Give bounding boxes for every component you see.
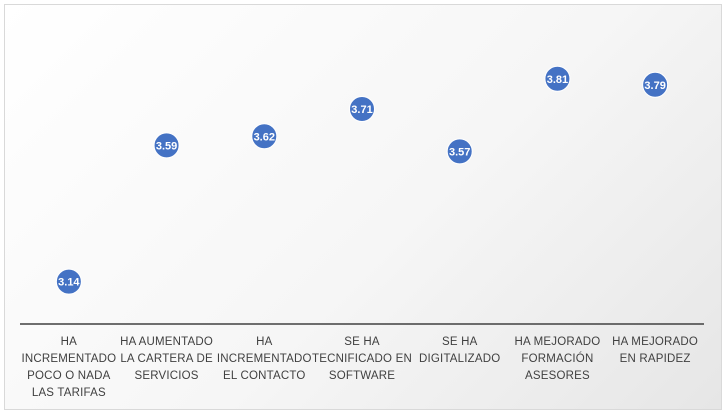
category-tick-label: HA AUMENTADO LA CARTERA DE SERVICIOS	[120, 336, 213, 382]
category-tick-label-line: HA MEJORADO	[612, 336, 698, 348]
data-point-marker	[446, 138, 473, 165]
data-point: 3.62	[251, 123, 278, 150]
data-point: 3.81	[544, 65, 571, 92]
category-tick-label-line: HA	[61, 336, 78, 348]
category-tick-label: HA MEJORADO EN RAPIDEZ	[612, 336, 698, 365]
data-label: 3.14	[58, 277, 80, 289]
data-label: 3.71	[351, 104, 372, 116]
category-tick-label-line: FORMACIÓN	[521, 352, 593, 365]
data-label: 3.79	[644, 80, 665, 92]
category-tick-label: SE HA TECNIFICADO EN SOFTWARE	[312, 336, 412, 382]
category-tick-label-line: DIGITALIZADO	[419, 353, 500, 365]
category-tick-label-line: LA CARTERA DE	[120, 353, 213, 365]
data-point: 3.57	[446, 138, 473, 165]
category-tick-label-line: SE HA	[442, 336, 478, 348]
data-point: 3.71	[349, 96, 375, 123]
data-label: 3.62	[254, 131, 275, 143]
data-label: 3.57	[449, 146, 470, 158]
data-point: 3.59	[153, 132, 180, 159]
data-point-marker	[55, 268, 82, 295]
category-tick-label-line: HA AUMENTADO	[120, 336, 213, 348]
category-tick-label-line: LAS TARIFAS	[32, 387, 106, 399]
data-point-marker	[544, 65, 571, 92]
category-tick-label-line: INCREMENTADO	[217, 353, 312, 365]
category-tick-label: HA INCREMENTADO POCO O NADA LAS TARIFAS	[21, 336, 116, 399]
data-label: 3.81	[547, 74, 568, 86]
category-tick-label-line: TECNIFICADO EN	[312, 353, 412, 365]
category-tick-label: HA MEJORADO FORMACIÓN ASESORES	[514, 336, 600, 382]
category-tick-label-line: HA	[256, 336, 273, 348]
category-tick-label-line: SE HA	[344, 336, 380, 348]
category-tick-label-line: EN RAPIDEZ	[620, 353, 691, 365]
data-point: 3.79	[642, 71, 669, 98]
category-tick-label-line: SOFTWARE	[329, 370, 395, 382]
data-point-marker	[349, 96, 375, 123]
chart-area	[4, 4, 722, 410]
category-tick-label-line: HA MEJORADO	[514, 336, 600, 348]
category-tick-label-line: INCREMENTADO	[21, 353, 116, 365]
data-point-marker	[642, 71, 669, 98]
data-point: 3.14	[55, 268, 82, 295]
data-point-marker	[153, 132, 180, 159]
category-tick-label: SE HA DIGITALIZADO	[419, 336, 500, 365]
category-tick-label-line: SERVICIOS	[134, 370, 198, 382]
data-point-marker	[251, 123, 278, 150]
category-tick-label-line: EL CONTACTO	[223, 370, 306, 382]
data-label: 3.59	[156, 140, 177, 152]
category-tick-label-line: POCO O NADA	[27, 370, 110, 382]
category-tick-label: HA INCREMENTADO EL CONTACTO	[217, 336, 312, 382]
category-tick-label-line: ASESORES	[525, 370, 590, 382]
